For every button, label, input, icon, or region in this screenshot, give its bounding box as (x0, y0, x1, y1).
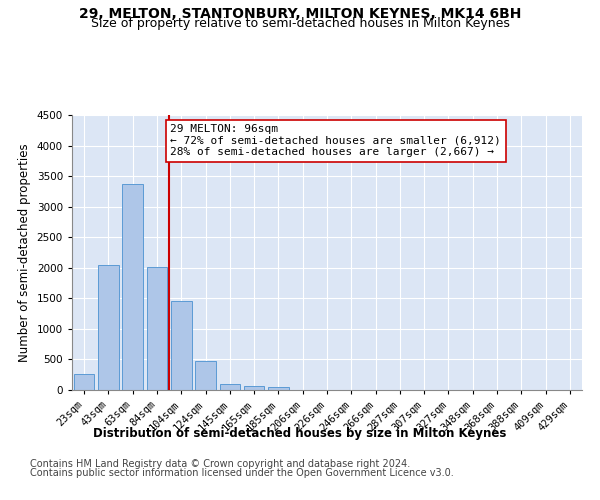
Text: Distribution of semi-detached houses by size in Milton Keynes: Distribution of semi-detached houses by … (94, 428, 506, 440)
Bar (122, 184, 143, 390)
Bar (244, 386, 265, 390)
Y-axis label: Number of semi-detached properties: Number of semi-detached properties (18, 143, 31, 362)
Text: Size of property relative to semi-detached houses in Milton Keynes: Size of property relative to semi-detach… (91, 18, 509, 30)
Bar (98, 266, 119, 390)
Bar (195, 360, 216, 390)
Bar (268, 387, 289, 390)
Bar (74, 374, 94, 390)
Bar (171, 301, 191, 390)
Text: Contains HM Land Registry data © Crown copyright and database right 2024.: Contains HM Land Registry data © Crown c… (30, 459, 410, 469)
Text: 29 MELTON: 96sqm
← 72% of semi-detached houses are smaller (6,912)
28% of semi-d: 29 MELTON: 96sqm ← 72% of semi-detached … (170, 124, 501, 158)
Bar (220, 384, 240, 390)
Bar (146, 266, 167, 390)
Text: Contains public sector information licensed under the Open Government Licence v3: Contains public sector information licen… (30, 468, 454, 477)
Text: 29, MELTON, STANTONBURY, MILTON KEYNES, MK14 6BH: 29, MELTON, STANTONBURY, MILTON KEYNES, … (79, 8, 521, 22)
